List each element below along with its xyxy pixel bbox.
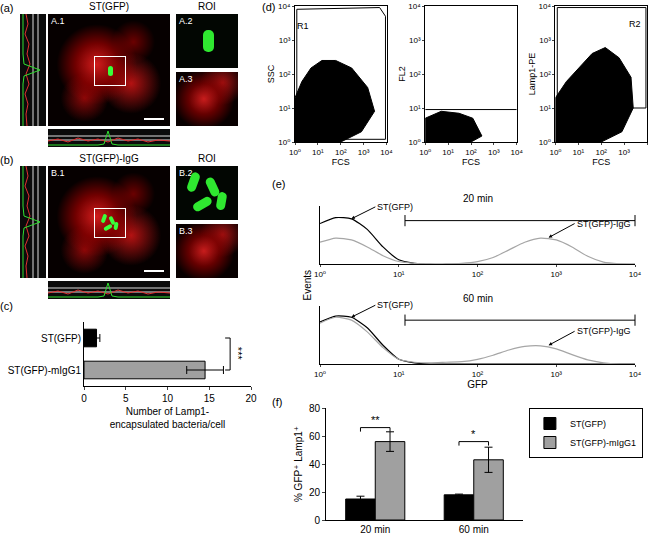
html-text:B.1: B.1 xyxy=(51,168,65,178)
svg-text:% GFP⁺ Lamp1⁺: % GFP⁺ Lamp1⁺ xyxy=(293,426,304,502)
html-text:A.1: A.1 xyxy=(51,16,65,26)
svg-text:10²: 10² xyxy=(472,270,484,279)
html-text:(e): (e) xyxy=(272,178,286,190)
svg-text:10³: 10³ xyxy=(618,148,630,157)
svg-text:5: 5 xyxy=(123,393,129,404)
svg-text:***: *** xyxy=(232,347,244,361)
svg-text:60: 60 xyxy=(309,431,321,442)
html-text:ROI: ROI xyxy=(198,153,216,164)
svg-text:10⁴: 10⁴ xyxy=(511,148,524,157)
svg-text:60 min: 60 min xyxy=(463,293,493,304)
svg-text:10¹: 10¹ xyxy=(393,270,405,279)
svg-text:10⁰: 10⁰ xyxy=(409,138,421,147)
svg-text:10⁰: 10⁰ xyxy=(289,148,301,157)
svg-text:10⁴: 10⁴ xyxy=(629,270,642,279)
svg-text:10⁴: 10⁴ xyxy=(278,2,291,11)
svg-text:Lamp1-PE: Lamp1-PE xyxy=(527,53,537,96)
svg-text:ST(GFP): ST(GFP) xyxy=(41,333,81,344)
svg-text:10²: 10² xyxy=(465,148,477,157)
svg-text:10: 10 xyxy=(162,393,174,404)
svg-text:ST(GFP): ST(GFP) xyxy=(377,300,413,310)
svg-text:60 min: 60 min xyxy=(459,524,489,535)
svg-text:FCS: FCS xyxy=(592,157,610,167)
html-text:ROI: ROI xyxy=(198,1,216,12)
svg-text:10⁴: 10⁴ xyxy=(408,2,421,11)
svg-text:10³: 10³ xyxy=(358,148,370,157)
svg-text:10⁰: 10⁰ xyxy=(419,148,431,157)
svg-text:10¹: 10¹ xyxy=(279,104,291,113)
svg-text:R1: R1 xyxy=(297,21,309,31)
svg-text:**: ** xyxy=(371,414,380,426)
svg-text:10²: 10² xyxy=(539,70,551,79)
html-text:B.2: B.2 xyxy=(179,168,193,178)
svg-text:15: 15 xyxy=(204,393,216,404)
svg-text:10²: 10² xyxy=(279,70,291,79)
svg-text:20 min: 20 min xyxy=(360,524,390,535)
svg-text:R2: R2 xyxy=(629,19,641,29)
svg-text:80: 80 xyxy=(309,403,321,414)
svg-text:10³: 10³ xyxy=(279,36,291,45)
svg-text:10³: 10³ xyxy=(550,370,562,379)
svg-text:Events: Events xyxy=(302,270,313,301)
svg-text:10¹: 10¹ xyxy=(393,370,405,379)
svg-text:ST(GFP)-mIgG1: ST(GFP)-mIgG1 xyxy=(8,365,82,376)
html-text:ST(GFP): ST(GFP) xyxy=(89,1,129,12)
svg-text:10²: 10² xyxy=(472,370,484,379)
html-text:ST(GFP)-IgG: ST(GFP)-IgG xyxy=(79,153,139,164)
svg-text:40: 40 xyxy=(309,459,321,470)
svg-text:10¹: 10¹ xyxy=(312,148,324,157)
svg-text:0: 0 xyxy=(314,515,320,526)
svg-text:FCS: FCS xyxy=(332,157,350,167)
html-text:(c): (c) xyxy=(0,300,13,312)
svg-text:10¹: 10¹ xyxy=(442,148,454,157)
svg-text:10⁰: 10⁰ xyxy=(314,270,326,279)
svg-text:ST(GFP)-mIgG1: ST(GFP)-mIgG1 xyxy=(570,438,636,448)
svg-text:FL2: FL2 xyxy=(397,66,407,82)
svg-text:Number of Lamp1-encapsulated b: Number of Lamp1-encapsulated bacteria/ce… xyxy=(110,406,226,430)
svg-text:20: 20 xyxy=(245,393,257,404)
html-text:A.2: A.2 xyxy=(179,16,193,26)
svg-text:10⁰: 10⁰ xyxy=(549,148,561,157)
svg-text:10⁰: 10⁰ xyxy=(314,370,326,379)
html-text:(d): (d) xyxy=(262,1,276,13)
svg-text:10²: 10² xyxy=(595,148,607,157)
svg-text:10³: 10³ xyxy=(539,36,551,45)
svg-text:10¹: 10¹ xyxy=(409,104,421,113)
svg-text:ST(GFP)-IgG: ST(GFP)-IgG xyxy=(577,326,631,336)
svg-text:20 min: 20 min xyxy=(463,193,493,204)
html-text:(a): (a) xyxy=(0,2,14,14)
html-text:A.3: A.3 xyxy=(179,74,193,84)
svg-text:10⁴: 10⁴ xyxy=(380,148,393,157)
svg-text:10⁴: 10⁴ xyxy=(629,370,642,379)
html-text:B.3: B.3 xyxy=(179,226,193,236)
svg-text:ST(GFP)-IgG: ST(GFP)-IgG xyxy=(577,219,631,229)
svg-text:SSC: SSC xyxy=(266,64,276,83)
svg-text:FCS: FCS xyxy=(462,157,480,167)
svg-text:GFP: GFP xyxy=(467,379,488,390)
svg-text:10¹: 10¹ xyxy=(573,148,585,157)
svg-text:10²: 10² xyxy=(335,148,347,157)
svg-text:10³: 10³ xyxy=(488,148,500,157)
svg-text:0: 0 xyxy=(81,393,87,404)
svg-text:10⁰: 10⁰ xyxy=(278,138,290,147)
svg-text:10³: 10³ xyxy=(550,270,562,279)
svg-text:ST(GFP): ST(GFP) xyxy=(377,202,413,212)
svg-text:10²: 10² xyxy=(409,70,421,79)
html-text:(f): (f) xyxy=(272,396,283,408)
svg-text:ST(GFP): ST(GFP) xyxy=(570,419,606,429)
svg-text:*: * xyxy=(471,428,476,440)
html-text:(b): (b) xyxy=(0,154,14,166)
svg-text:20: 20 xyxy=(309,487,321,498)
svg-text:10⁰: 10⁰ xyxy=(539,138,551,147)
svg-text:10³: 10³ xyxy=(409,36,421,45)
svg-text:10⁴: 10⁴ xyxy=(539,2,552,11)
svg-text:10¹: 10¹ xyxy=(539,104,551,113)
